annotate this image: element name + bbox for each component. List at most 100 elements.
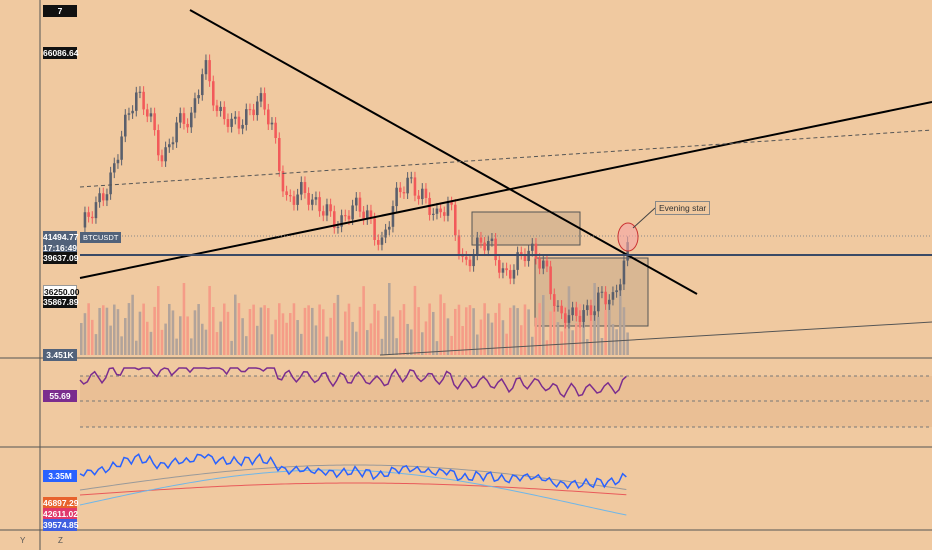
volume-bar — [501, 320, 505, 355]
volume-bar — [105, 307, 109, 355]
candle-body — [278, 138, 281, 172]
dashed-channel-line — [79, 129, 932, 188]
candle-body — [483, 242, 486, 251]
candle-body — [197, 95, 200, 99]
volume-bar — [424, 321, 428, 355]
ma-light-line — [79, 469, 627, 516]
candle-body — [120, 136, 123, 160]
bottom-button-y[interactable]: Y — [20, 536, 26, 545]
candle-body — [399, 187, 402, 193]
candle-body — [622, 260, 626, 285]
volume-bar — [208, 285, 211, 355]
candle-body — [131, 110, 134, 114]
volume-bar — [545, 340, 549, 355]
volume-bar — [619, 285, 622, 355]
candle-body — [281, 171, 285, 192]
candle-body — [468, 259, 472, 267]
volume-bar — [241, 318, 244, 355]
volume-bar — [472, 308, 475, 355]
volume-bar — [325, 336, 329, 355]
candle-body — [223, 106, 226, 120]
candle-body — [377, 239, 380, 245]
volume-bar — [446, 318, 450, 355]
candle-body — [351, 205, 354, 220]
volume-bar — [124, 318, 127, 355]
rsi-line — [79, 367, 627, 399]
volume-bar — [355, 331, 358, 355]
volume-bar — [534, 317, 538, 355]
candle-body — [391, 206, 395, 227]
candle-body — [578, 315, 582, 322]
volume-bar — [622, 307, 626, 355]
volume-bar — [373, 303, 376, 355]
volume-bar — [586, 339, 589, 355]
candle-body — [98, 193, 101, 203]
volume-bar — [153, 306, 156, 355]
volume-bar — [226, 311, 230, 355]
candle-body — [439, 208, 442, 213]
candle-body — [567, 315, 571, 323]
candle-body — [83, 212, 87, 228]
candle-body — [410, 177, 413, 179]
volume-bar — [395, 338, 398, 355]
candle-body — [160, 155, 164, 162]
oscillator-line — [79, 452, 627, 490]
annotation-evening-star: Evening star — [655, 201, 711, 215]
volume-bar — [549, 311, 552, 355]
volume-bar — [417, 307, 420, 355]
volume-bar — [175, 338, 178, 355]
volume-bar — [267, 308, 270, 355]
volume-bar — [91, 319, 94, 355]
candle-body — [432, 213, 435, 215]
candle-body — [263, 93, 266, 110]
volume-bar — [318, 304, 321, 355]
candle-body — [516, 252, 519, 270]
candle-body — [465, 256, 468, 260]
candle-body — [534, 243, 538, 259]
candle-body — [619, 284, 622, 291]
candle-body — [325, 204, 329, 216]
candle-body — [168, 144, 171, 148]
candle-body — [597, 292, 600, 312]
rsi-tag: 55.69 — [43, 390, 77, 402]
candle-body — [94, 202, 98, 219]
candle-body — [124, 114, 127, 137]
candle-body — [520, 252, 523, 254]
candle-body — [164, 147, 167, 162]
candle-body — [146, 109, 149, 117]
candle-body — [303, 182, 307, 193]
candle-body — [487, 241, 490, 251]
candle-body — [402, 192, 406, 194]
volume-bar — [300, 333, 303, 355]
volume-bar — [230, 340, 233, 355]
volume-bar — [494, 312, 497, 355]
volume-bar — [190, 338, 193, 355]
lower-channel-line — [379, 321, 932, 356]
volume-bar — [329, 317, 332, 355]
candle-body — [373, 218, 376, 240]
volume-bar — [347, 303, 351, 355]
candle-body — [380, 237, 384, 245]
candle-body — [347, 215, 351, 220]
volume-bar — [483, 303, 486, 355]
candle-body — [608, 299, 611, 305]
volume-bar — [487, 313, 490, 355]
candle-body — [237, 116, 241, 129]
volume-bar — [237, 303, 241, 355]
candle-body — [490, 238, 494, 242]
volume-tag: 3.451K — [43, 349, 77, 361]
volume-bar — [454, 308, 457, 355]
candle-body — [589, 305, 593, 316]
candle-body — [457, 235, 461, 254]
volume-bar — [307, 305, 310, 355]
bottom-button-z[interactable]: Z — [58, 536, 63, 545]
volume-bar — [402, 304, 406, 355]
candle-body — [549, 266, 552, 295]
volume-bar — [80, 323, 83, 355]
candle-body — [138, 91, 142, 93]
candle-body — [575, 307, 578, 316]
volume-bar — [388, 283, 391, 355]
volume-bar — [223, 303, 226, 355]
volume-bar — [201, 323, 204, 355]
